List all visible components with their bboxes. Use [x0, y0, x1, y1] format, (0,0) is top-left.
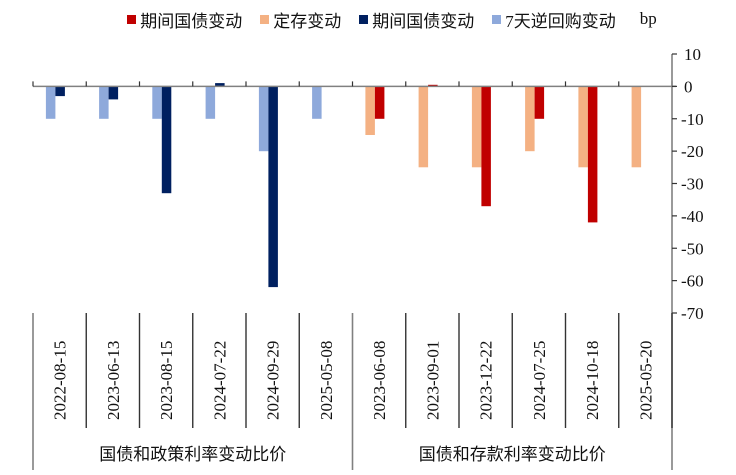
x-category-label: 2022-08-15: [51, 341, 70, 420]
bar: [578, 86, 588, 168]
x-category-label: 2024-07-25: [530, 341, 549, 420]
x-category-label: 2023-12-22: [477, 341, 496, 420]
bar: [108, 86, 119, 100]
group-label: 国债和政策利率变动比价: [99, 445, 286, 465]
x-category-label: 2023-06-08: [370, 341, 389, 420]
bar: [55, 86, 65, 97]
x-category-label: 2025-05-08: [317, 341, 336, 420]
legend-swatch-icon: [492, 14, 502, 24]
legend-swatch-icon: [260, 14, 270, 24]
bar: [534, 86, 545, 119]
bar-series: [45, 83, 642, 288]
legend-item: 7天逆回购变动: [492, 7, 616, 32]
bar: [268, 86, 278, 288]
x-category-label: 2024-07-22: [210, 341, 229, 420]
x-category-label: 2024-10-18: [583, 341, 602, 420]
y-tick-label: 10: [684, 45, 701, 64]
bar: [365, 86, 375, 135]
chart-legend: 期间国债变动 定存变动 期间国债变动 7天逆回购变动 bp: [0, 6, 736, 32]
bar: [428, 84, 438, 87]
bar: [471, 86, 482, 168]
unit-label: bp: [639, 9, 657, 28]
bar: [587, 86, 598, 223]
axes: [32, 53, 677, 470]
y-tick-label: -30: [681, 175, 704, 194]
bar: [312, 86, 322, 119]
x-category-label: 2024-09-29: [264, 341, 283, 420]
bar: [99, 86, 109, 119]
bar: [525, 86, 535, 152]
x-category-label: 2023-08-15: [157, 341, 176, 420]
bar: [418, 86, 429, 168]
y-tick-label: -60: [681, 272, 704, 291]
x-category-label: 2025-05-20: [636, 341, 655, 420]
y-tick-label: -40: [681, 207, 704, 226]
x-category-label: 2023-06-13: [104, 341, 123, 420]
y-tick-label: -50: [681, 239, 704, 258]
y-tick-label: 0: [684, 77, 693, 96]
bar: [631, 86, 642, 168]
legend-item: 期间国债变动: [359, 7, 474, 32]
legend-item: 定存变动: [260, 7, 341, 32]
legend-swatch-icon: [359, 14, 369, 24]
bar: [152, 86, 162, 119]
bar: [161, 86, 172, 194]
bar: [45, 86, 56, 119]
bar: [481, 86, 491, 207]
bar: [215, 83, 225, 87]
legend-item: 期间国债变动: [127, 7, 242, 32]
legend-label: 期间国债变动: [372, 11, 475, 31]
bar: [205, 86, 216, 119]
bar: [258, 86, 269, 152]
axis-labels: 10 0 -10 -20 -30 -40 -50 -60 -70 2022-08-15 2023-0…: [51, 45, 704, 465]
bar: [374, 86, 385, 119]
x-category-label: 2023-09-01: [423, 341, 442, 420]
legend-swatch-icon: [127, 14, 137, 24]
y-tick-label: -10: [681, 110, 704, 129]
legend-label: 7天逆回购变动: [505, 11, 616, 31]
y-tick-label: -70: [681, 304, 704, 323]
legend-label: 期间国债变动: [140, 11, 243, 31]
legend-label: 定存变动: [273, 11, 342, 31]
group-label: 国债和存款利率变动比价: [419, 445, 606, 465]
y-tick-label: -20: [681, 142, 704, 161]
